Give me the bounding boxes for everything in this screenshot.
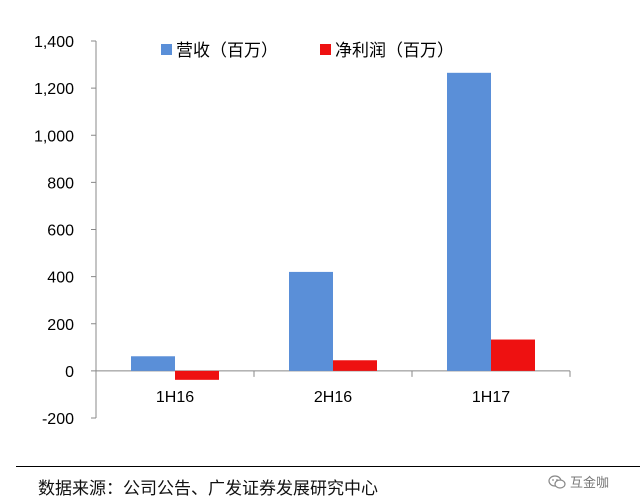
y-tick-label: 1,200 — [34, 81, 74, 98]
legend-swatch-net-profit — [320, 44, 331, 55]
x-tick-label: 2H16 — [314, 389, 352, 406]
legend-label-revenue: 营收（百万） — [176, 41, 278, 61]
bar-chart: -200 0 200 400 600 800 1,000 1,200 1,400 1H16 2H16… — [34, 34, 571, 428]
watermark-label: 互金咖 — [570, 476, 610, 491]
y-tick-label: 200 — [47, 317, 74, 334]
bar-revenue-1h16 — [131, 356, 175, 371]
wechat-icon — [548, 474, 566, 489]
y-tick-label: 600 — [47, 223, 74, 240]
bar-revenue-2h16 — [289, 271, 333, 371]
y-tick-label: 0 — [65, 364, 74, 381]
legend-label-net-profit: 净利润（百万） — [335, 41, 454, 61]
legend-swatch-revenue — [161, 44, 172, 55]
source-note: 数据来源：公司公告、广发证券发展研究中心 — [38, 479, 378, 499]
x-tick-label: 1H17 — [472, 389, 510, 406]
bar-net-profit-1h16 — [175, 370, 219, 380]
y-tick-label: 1,000 — [34, 128, 74, 145]
footer-divider — [16, 466, 640, 467]
watermark: 互金咖 — [548, 472, 609, 491]
y-tick-label: 1,400 — [34, 34, 74, 51]
bar-revenue-1h17 — [447, 72, 491, 371]
y-tick-label: 400 — [47, 270, 74, 287]
bar-net-profit-2h16 — [333, 360, 377, 371]
bar-net-profit-1h17 — [491, 339, 535, 371]
y-tick-label: -200 — [42, 411, 74, 428]
y-tick-label: 800 — [47, 175, 74, 192]
x-tick-label: 1H16 — [156, 389, 194, 406]
